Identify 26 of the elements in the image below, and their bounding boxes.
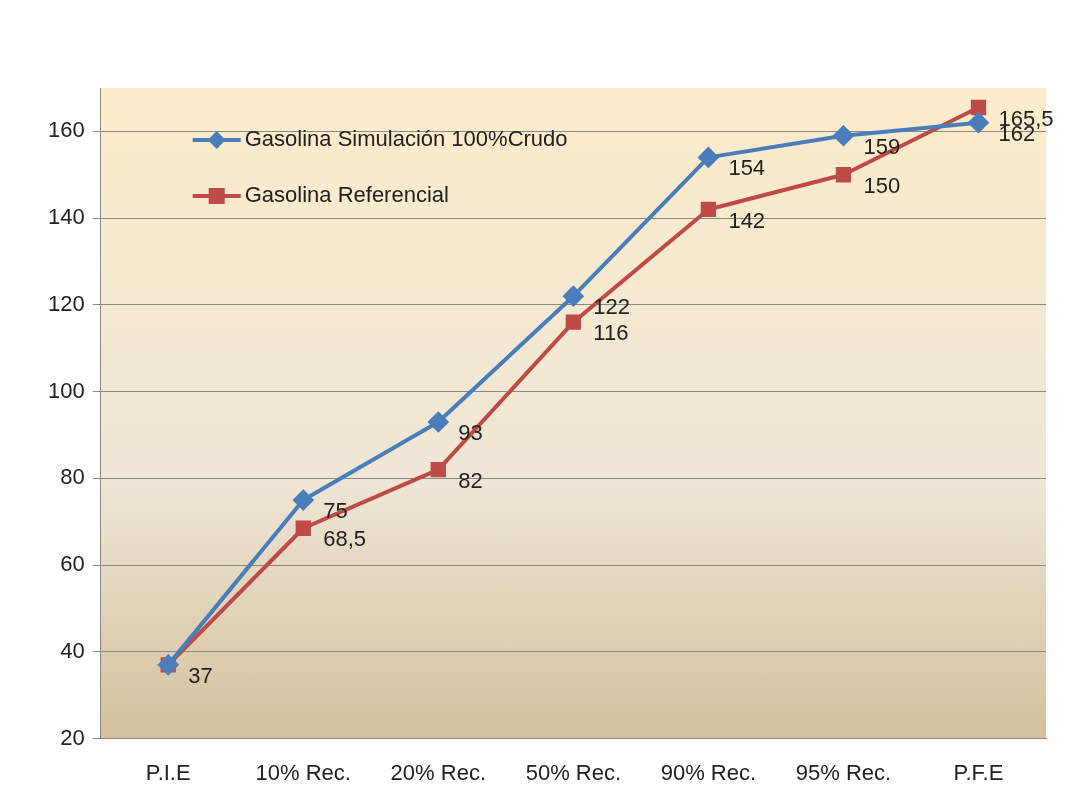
y-tick-label: 160 (47, 117, 85, 143)
y-tick-label: 60 (60, 551, 85, 577)
data-label: 150 (863, 172, 901, 198)
data-label: 154 (728, 155, 766, 181)
y-tick-label: 140 (47, 204, 85, 230)
x-tick-label: 10% Rec. (255, 759, 351, 785)
data-label: 159 (863, 133, 901, 159)
y-tick-label: 120 (47, 290, 85, 316)
legend-label: Gasolina Simulación 100%Crudo (244, 126, 568, 152)
x-tick-label: P.I.E (145, 759, 191, 785)
y-tick-label: 40 (60, 637, 85, 663)
data-label: 142 (728, 207, 766, 233)
x-tick-label: 20% Rec. (390, 759, 487, 785)
y-tick-label: 20 (60, 724, 85, 750)
data-label: 116 (593, 320, 629, 346)
legend-label: Gasolina Referencial (244, 182, 449, 208)
data-label: 37 (188, 662, 213, 688)
data-label: 82 (458, 467, 483, 493)
y-tick-label: 100 (47, 377, 85, 403)
data-label: 122 (593, 294, 631, 320)
x-tick-label: 50% Rec. (525, 759, 622, 785)
x-tick-label: P.F.E (953, 759, 1004, 785)
x-tick-label: 95% Rec. (795, 759, 892, 785)
data-label: 68,5 (323, 526, 367, 552)
x-tick-label: 90% Rec. (660, 759, 757, 785)
y-tick-label: 80 (60, 464, 85, 490)
